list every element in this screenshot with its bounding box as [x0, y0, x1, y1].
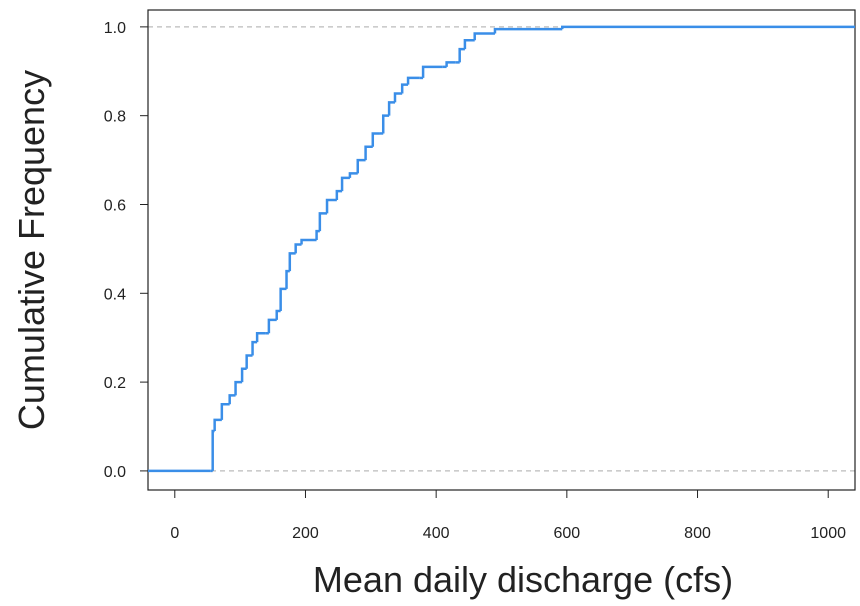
step-segment	[288, 252, 296, 272]
step-segment	[335, 189, 343, 201]
y-tick-label: 0.0	[104, 464, 126, 481]
step-segment	[234, 380, 243, 396]
step-segment	[228, 394, 236, 405]
step-segment	[255, 332, 266, 343]
step-segment	[251, 340, 258, 356]
y-tick-label: 0.8	[104, 109, 126, 126]
y-axis-label: Cumulative Frequency	[11, 70, 52, 430]
step-segment	[371, 132, 380, 147]
step-segment	[245, 354, 253, 369]
step-segment	[348, 172, 358, 178]
step-segment	[315, 229, 320, 241]
y-tick-label: 0.4	[104, 286, 126, 303]
step-segment	[473, 32, 495, 41]
step-segment	[381, 114, 390, 134]
step-segment	[364, 145, 373, 161]
step-segment	[318, 212, 328, 232]
step-segment	[220, 403, 230, 420]
y-tick-label: 0.2	[104, 375, 126, 392]
x-tick-label: 1000	[810, 525, 846, 542]
x-tick-label: 600	[553, 525, 580, 542]
step-segment	[240, 367, 247, 383]
x-axis-label: Mean daily discharge (cfs)	[313, 559, 733, 600]
step-segment	[279, 287, 287, 312]
step-segment	[387, 101, 395, 116]
step-segment	[458, 47, 465, 63]
step-segment	[421, 65, 443, 78]
x-tick-label: 400	[423, 525, 450, 542]
step-segment	[285, 269, 290, 289]
x-tick-label: 800	[684, 525, 711, 542]
step-segment	[213, 418, 222, 431]
step-segment	[463, 38, 475, 50]
step-segment	[356, 158, 366, 174]
y-tick-label: 0.6	[104, 197, 126, 214]
step-segment	[300, 238, 317, 245]
step-segment	[211, 429, 215, 471]
x-tick-label: 200	[292, 525, 319, 542]
plot-frame	[147, 9, 856, 491]
y-tick-label: 1.0	[104, 20, 126, 37]
step-segment	[325, 198, 337, 214]
step-segment	[275, 309, 281, 320]
step-segment	[406, 76, 420, 85]
step-segment	[561, 25, 855, 30]
step-segment	[493, 27, 563, 34]
step-segment	[393, 92, 403, 103]
x-tick-label: 0	[170, 525, 179, 542]
step-segment	[267, 318, 277, 334]
step-segment	[340, 176, 350, 192]
step-segment	[294, 243, 302, 254]
step-segment	[400, 83, 409, 94]
step-segment	[445, 61, 456, 67]
